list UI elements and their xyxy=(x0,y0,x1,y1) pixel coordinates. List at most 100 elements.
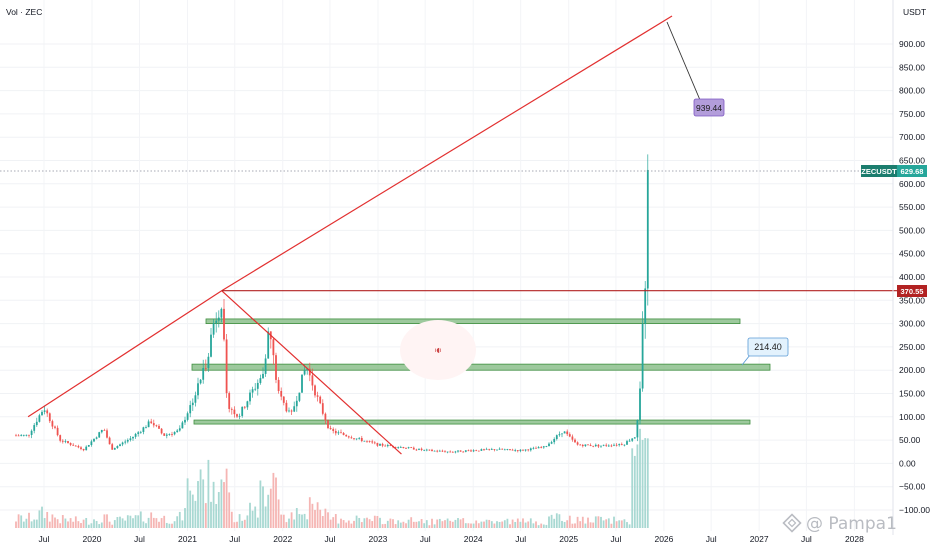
callout-upper[interactable]: 939.44 xyxy=(666,21,725,117)
volume-bar xyxy=(197,481,199,528)
candle-body xyxy=(415,449,418,451)
drawn-lines[interactable] xyxy=(27,15,897,455)
candle-body xyxy=(615,444,618,446)
volume-bar xyxy=(56,519,59,528)
volume-bar xyxy=(639,428,641,528)
candle-body xyxy=(324,413,327,421)
candle-body xyxy=(145,427,147,428)
candle-body xyxy=(522,449,524,451)
candle-body xyxy=(610,445,613,447)
volume-bar xyxy=(269,488,272,528)
candle-body xyxy=(212,323,215,335)
volume-bar xyxy=(100,522,103,528)
volume-bar xyxy=(350,523,353,528)
candle-body xyxy=(545,446,548,447)
volume-bar xyxy=(581,516,584,528)
candle-body xyxy=(470,450,472,452)
candle-body xyxy=(64,441,67,442)
volume-bar xyxy=(210,501,212,528)
candle-body xyxy=(360,437,363,442)
price-tick-label: 100.00 xyxy=(899,412,925,422)
callout-mid[interactable]: 214.40 xyxy=(741,337,789,366)
candle-body xyxy=(620,444,623,445)
volume-bar xyxy=(438,518,441,528)
candle-body xyxy=(298,392,301,401)
candle-body xyxy=(69,443,72,445)
volume-bar xyxy=(61,515,64,528)
candle-body xyxy=(132,436,134,439)
zone-rect xyxy=(193,419,751,425)
volume-bar xyxy=(251,510,254,528)
volume-bar xyxy=(262,486,264,528)
volume-bar xyxy=(423,523,426,528)
price-tick-label: 800.00 xyxy=(899,86,925,96)
volume-bar xyxy=(90,523,93,528)
candle-body xyxy=(516,450,519,452)
candle-body xyxy=(220,308,223,318)
candle-body xyxy=(152,423,155,426)
volume-bar xyxy=(230,511,233,528)
volume-bar xyxy=(467,523,470,528)
candle-body xyxy=(368,441,371,442)
volume-bar xyxy=(186,478,189,528)
volume-bar xyxy=(436,519,439,528)
volume-bar xyxy=(173,521,176,528)
svg-text:629.68: 629.68 xyxy=(901,167,924,176)
volume-bar xyxy=(574,523,576,528)
candle-body xyxy=(412,447,415,450)
volume-bar xyxy=(298,514,301,528)
volume-bar xyxy=(152,517,155,528)
price-tick-label: 250.00 xyxy=(899,342,925,352)
candle-body xyxy=(93,438,95,442)
volume-bar xyxy=(25,518,28,528)
candle-body xyxy=(178,428,181,431)
volume-bar xyxy=(529,518,532,528)
candle-body xyxy=(126,439,129,442)
candle-body xyxy=(61,440,64,442)
candle-body xyxy=(259,378,262,383)
time-tick-label: 2020 xyxy=(83,534,102,544)
trendline xyxy=(221,15,673,292)
volume-bar xyxy=(113,520,116,528)
volume-bar xyxy=(506,518,509,528)
time-axis[interactable]: Jul 2020 Jul 2021 Jul 2022 Jul 2023 Jul 2024 Jul 20… xyxy=(39,534,865,544)
time-tick-label: Jul xyxy=(134,534,145,544)
volume-bar xyxy=(285,522,288,528)
volume-bar xyxy=(324,508,327,528)
candle-body xyxy=(535,447,537,449)
candle-body xyxy=(275,355,277,380)
candle-body xyxy=(334,430,337,434)
volume-bar xyxy=(384,523,387,528)
volume-bar xyxy=(522,518,524,528)
candle-body xyxy=(202,368,205,380)
candle-body xyxy=(134,433,137,437)
volume-bar xyxy=(519,521,522,528)
time-tick-label: Jul xyxy=(515,534,526,544)
volume-bar xyxy=(132,518,134,528)
candle-body xyxy=(613,444,615,446)
volume-bar xyxy=(59,523,62,528)
zone-rect xyxy=(191,363,771,371)
time-tick-label: 2024 xyxy=(464,534,483,544)
volume-bar xyxy=(220,479,223,528)
candle-body xyxy=(41,411,43,416)
volume-bar xyxy=(329,519,332,528)
candle-body xyxy=(407,447,410,449)
volume-bar xyxy=(498,521,501,528)
volume-bar xyxy=(610,523,613,528)
volume-bar xyxy=(145,523,147,528)
candle-body xyxy=(493,449,496,451)
price-axis[interactable]: 900.00 850.00 800.00 750.00 700.00 650.00 600.… xyxy=(899,39,930,515)
candle-body xyxy=(150,421,153,424)
candle-body xyxy=(483,449,485,450)
time-tick-label: Jul xyxy=(706,534,717,544)
candle-body xyxy=(67,441,69,444)
volume-bar xyxy=(571,523,574,528)
candle-body xyxy=(433,450,436,452)
candle-body xyxy=(103,430,106,431)
support-resistance-zones[interactable] xyxy=(191,318,771,425)
volume-bar xyxy=(147,517,150,528)
volume-bar xyxy=(527,521,530,528)
candle-body xyxy=(176,430,179,433)
